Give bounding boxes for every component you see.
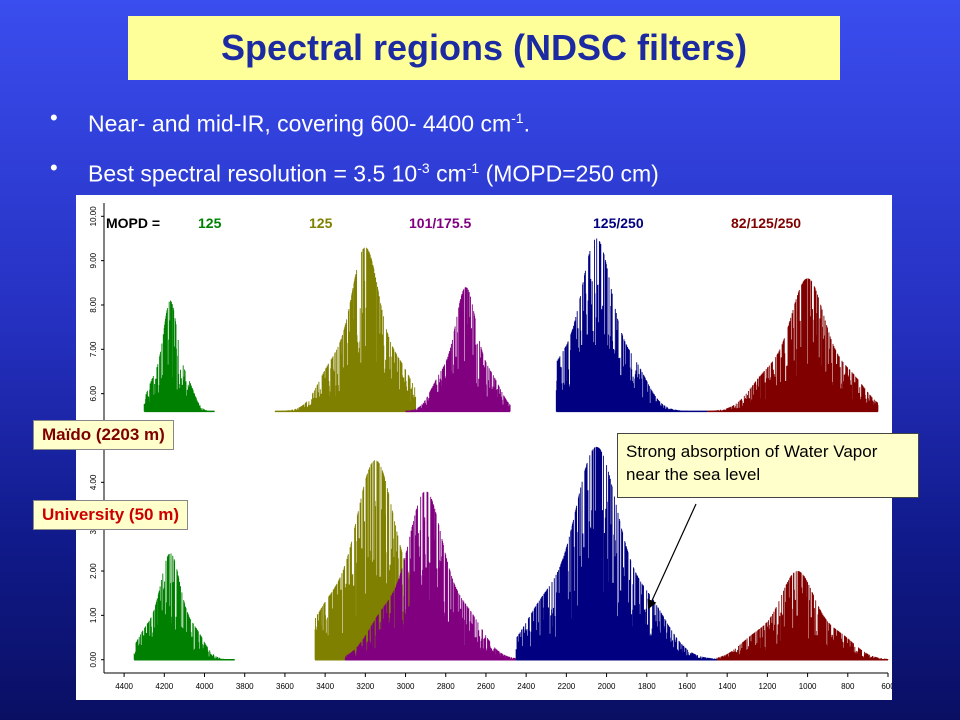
- y-tick-label: 0.00: [89, 651, 98, 667]
- y-tick-label: 7.00: [89, 341, 98, 357]
- bullet-item-range: • Near- and mid-IR, covering 600- 4400 c…: [50, 104, 950, 138]
- x-tick-label: 3600: [276, 682, 294, 691]
- mopd-label: 125/250: [593, 215, 644, 231]
- y-tick-label: 4.00: [89, 474, 98, 490]
- series-maïdo-2: [405, 287, 511, 413]
- x-tick-label: 1200: [758, 682, 776, 691]
- mopd-label: 125: [198, 215, 222, 231]
- x-tick-label: 2200: [557, 682, 575, 691]
- y-tick-label: 8.00: [89, 297, 98, 313]
- page-title: Spectral regions (NDSC filters): [220, 27, 748, 68]
- series-maïdo-0: [143, 300, 216, 413]
- x-tick-label: 1000: [799, 682, 817, 691]
- series-maïdo-4: [706, 278, 879, 413]
- x-tick-label: 2600: [477, 682, 495, 691]
- x-tick-label: 1600: [678, 682, 696, 691]
- bullet-icon: •: [50, 105, 58, 130]
- mopd-prefix-label: MOPD =: [106, 215, 160, 231]
- x-tick-label: 800: [841, 682, 855, 691]
- x-tick-label: 2800: [437, 682, 455, 691]
- bullet-text: Best spectral resolution = 3.5 10-3 cm-1…: [88, 159, 659, 187]
- y-tick-label: 1.00: [89, 607, 98, 623]
- y-tick-label: 2.00: [89, 563, 98, 579]
- series-university-8: [515, 446, 728, 661]
- annotation-note-text: Strong absorption of Water Vapor near th…: [626, 442, 878, 484]
- x-tick-label: 3400: [316, 682, 334, 691]
- x-tick-label: 1800: [638, 682, 656, 691]
- title-banner: Spectral regions (NDSC filters): [128, 16, 840, 80]
- x-tick-label: 4000: [196, 682, 214, 691]
- site-label-university-text: University (50 m): [42, 505, 179, 524]
- y-tick-label: 6.00: [89, 385, 98, 401]
- x-tick-label: 4400: [115, 682, 133, 691]
- x-tick-label: 600: [881, 682, 892, 691]
- series-maïdo-3: [555, 238, 708, 413]
- mopd-label: 82/125/250: [731, 215, 801, 231]
- bullet-icon: •: [50, 154, 58, 180]
- spectra-chart-svg: 4400 4200 4000 3800 3600 3400 3200 3000 2800 2600…: [89, 203, 895, 691]
- series-university-7: [344, 491, 517, 661]
- x-tick-label: 3800: [236, 682, 254, 691]
- y-tick-label: 9.00: [89, 252, 98, 268]
- x-tick-label: 3000: [397, 682, 415, 691]
- bullet-text: Near- and mid-IR, covering 600- 4400 cm-…: [88, 110, 530, 137]
- bullet-item-resolution: • Best spectral resolution = 3.5 10-3 cm…: [50, 154, 950, 188]
- y-tick-label: 10.00: [89, 206, 98, 227]
- series-maïdo-1: [274, 247, 417, 413]
- series-university-5: [133, 553, 236, 661]
- mopd-label: 101/175.5: [409, 215, 471, 231]
- site-label-maido: Maïdo (2203 m): [33, 420, 174, 450]
- bullet-list: • Near- and mid-IR, covering 600- 4400 c…: [50, 104, 950, 203]
- mopd-label: 125: [309, 215, 333, 231]
- site-label-university: University (50 m): [33, 500, 188, 530]
- series-university-9: [716, 571, 889, 661]
- x-tick-label: 1400: [718, 682, 736, 691]
- x-tick-label: 4200: [155, 682, 173, 691]
- site-label-maido-text: Maïdo (2203 m): [42, 425, 165, 444]
- x-tick-label: 2400: [517, 682, 535, 691]
- annotation-note: Strong absorption of Water Vapor near th…: [617, 433, 919, 498]
- x-tick-label: 3200: [356, 682, 374, 691]
- x-tick-label: 2000: [598, 682, 616, 691]
